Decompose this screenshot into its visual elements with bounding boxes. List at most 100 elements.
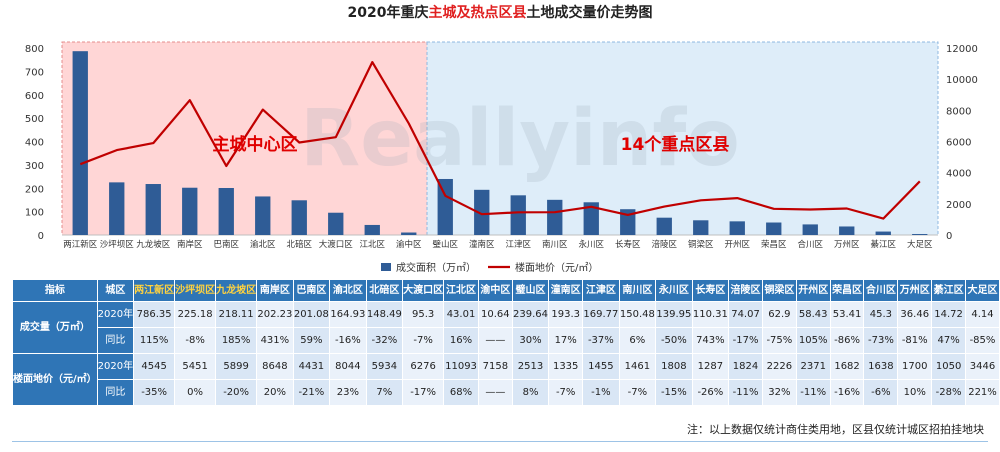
y-left-tick: 500: [25, 114, 44, 125]
table-cell: -32%: [365, 327, 404, 354]
y-left-tick: 700: [25, 67, 44, 78]
x-tick-label: 铜梁区: [688, 239, 714, 250]
table-cell: 17%: [548, 327, 584, 354]
x-tick-label: 开州区: [724, 240, 750, 250]
table-cell: 6276: [402, 353, 445, 380]
y-left-tick: 300: [25, 161, 44, 172]
header-district-name: 渝中区: [477, 279, 513, 302]
y-right-tick: 8000: [946, 106, 971, 117]
table-cell: 164.93: [329, 301, 367, 328]
table-cell: 11093: [443, 353, 479, 380]
bar: [729, 221, 745, 235]
bar: [182, 187, 198, 235]
bar: [656, 217, 672, 235]
table-cell: -35%: [133, 379, 176, 406]
table-row: 同比 115% -8% 185% 431% 59% -16% -32% -7% 16% —— 30% 1…: [13, 327, 1000, 354]
table-cell: -17%: [728, 327, 763, 354]
table-cell: 16%: [443, 327, 479, 354]
table-cell: 5899: [215, 353, 258, 380]
table-cell: 14.72: [931, 301, 967, 328]
header-district-name: 涪陵区: [728, 279, 763, 302]
header-district-name: 江北区: [443, 279, 479, 302]
table-cell: 218.11: [215, 301, 258, 328]
bar: [875, 231, 891, 235]
y-left-tick: 0: [38, 231, 44, 242]
header-district-name: 南川区: [618, 279, 657, 302]
x-tick-label: 潼南区: [469, 239, 495, 250]
bottom-divider: [12, 441, 988, 442]
header-district-name: 两江新区: [133, 279, 176, 302]
table-cell: 786.35: [133, 301, 176, 328]
table-cell: -11%: [728, 379, 763, 406]
header-district-name: 合川区: [863, 279, 899, 302]
bar: [364, 224, 380, 235]
table-cell: 10%: [897, 379, 933, 406]
bar: [255, 196, 271, 235]
table-cell: -26%: [691, 379, 730, 406]
x-tick-label: 南川区: [542, 239, 568, 250]
table-cell: 8%: [511, 379, 550, 406]
y-right-tick: 0: [946, 231, 952, 242]
bar: [401, 232, 417, 235]
table-cell: 4.14: [965, 301, 1000, 328]
table-cell: 59%: [292, 327, 331, 354]
section-label: 成交量（万㎡）: [12, 301, 98, 354]
row-label: 2020年: [96, 301, 135, 328]
table-cell: 1824: [728, 353, 763, 380]
table-cell: -21%: [292, 379, 331, 406]
table-cell: 74.07: [728, 301, 763, 328]
x-tick-label: 九龙坡区: [136, 239, 171, 250]
table-cell: 58.43: [795, 301, 831, 328]
x-tick-label: 涪陵区: [651, 239, 677, 250]
x-tick-label: 江北区: [359, 240, 385, 250]
chart-area: 2020年重庆主城及热点区县土地成交量价走势图 Reallyinfo 0 100 200…: [25, 4, 978, 274]
table-cell: -16%: [829, 379, 865, 406]
header-district-name: 潼南区: [548, 279, 584, 302]
y-right-tick: 4000: [946, 169, 971, 180]
table-cell: 1455: [582, 353, 620, 380]
table-cell: 139.95: [655, 301, 693, 328]
table-cell: 185%: [215, 327, 258, 354]
bar: [328, 212, 344, 235]
table-cell: 2226: [761, 353, 797, 380]
table-cell: 62.9: [761, 301, 797, 328]
table-cell: 169.77: [582, 301, 620, 328]
chart-title: 2020年重庆主城及热点区县土地成交量价走势图: [348, 4, 653, 21]
table-cell: -75%: [761, 327, 797, 354]
table-cell: 0%: [174, 379, 217, 406]
table-cell: 221%: [965, 379, 1000, 406]
header-district-name: 九龙坡区: [215, 279, 258, 302]
watermark: Reallyinfo: [300, 94, 740, 184]
region-label-2: 14个重点区县: [621, 134, 730, 155]
table-cell: -17%: [402, 379, 445, 406]
section-label: 楼面地价（元/㎡）: [12, 353, 98, 406]
table-cell: -85%: [965, 327, 1000, 354]
table-cell: 68%: [443, 379, 479, 406]
table-cell: 32%: [761, 379, 797, 406]
x-tick-label: 璧山区: [432, 239, 458, 250]
y-left-tick: 200: [25, 184, 44, 195]
legend-line-label: 楼面地价（元/㎡）: [515, 261, 598, 274]
table-cell: 5934: [365, 353, 404, 380]
bar: [912, 234, 928, 235]
table-cell: 1682: [829, 353, 865, 380]
header-district-name: 璧山区: [511, 279, 550, 302]
table-cell: -37%: [582, 327, 620, 354]
table-cell: 36.46: [897, 301, 933, 328]
bar: [72, 51, 88, 235]
x-tick-label: 北碚区: [286, 239, 312, 250]
table-cell: -11%: [795, 379, 831, 406]
y-left-tick: 600: [25, 91, 44, 102]
table-cell: -16%: [329, 327, 367, 354]
y-left-tick: 400: [25, 138, 44, 149]
header-district-name: 开州区: [795, 279, 831, 302]
table-cell: 193.3: [548, 301, 584, 328]
table-cell: 2513: [511, 353, 550, 380]
table-header-row: 指标 城区 两江新区 沙坪坝区 九龙坡区 南岸区 巴南区 渝北区 北碚区 大渡口区 江北区 渝中区 璧山…: [12, 279, 1000, 302]
y-right-tick: 10000: [946, 75, 978, 86]
table-cell: -86%: [829, 327, 865, 354]
x-tick-label: 沙坪坝区: [100, 240, 135, 250]
x-tick-label: 巴南区: [213, 239, 239, 250]
bar: [510, 195, 526, 235]
table-cell: 1287: [691, 353, 730, 380]
